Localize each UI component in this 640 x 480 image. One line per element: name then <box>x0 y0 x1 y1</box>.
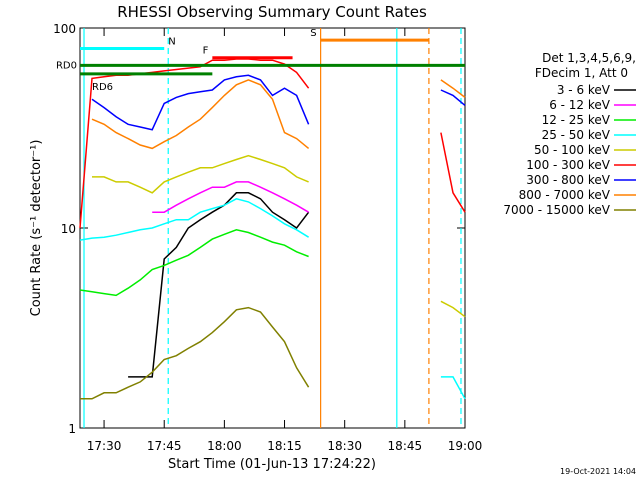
legend-label: 800 - 7000 keV <box>519 188 611 202</box>
series-line <box>440 300 466 318</box>
legend-label: 3 - 6 keV <box>557 83 611 97</box>
x-axis-label: Start Time (01-Jun-13 17:24:22) <box>168 457 376 472</box>
y-axis-label: Count Rate (s⁻¹ detector⁻¹) <box>29 140 44 317</box>
series-line <box>440 79 466 98</box>
x-tick-label: 17:45 <box>147 439 182 453</box>
x-tick-label: 19:00 <box>448 439 483 453</box>
flag-label: N <box>168 36 175 47</box>
flag-label: S <box>310 28 316 39</box>
series-line <box>91 79 310 150</box>
series-line <box>91 74 310 131</box>
x-tick-label: 18:00 <box>207 439 242 453</box>
series-line <box>128 192 310 378</box>
legend-label: 100 - 300 keV <box>526 158 610 172</box>
series-line <box>79 198 309 241</box>
legend-label: 12 - 25 keV <box>542 113 611 127</box>
series-line <box>80 306 310 400</box>
flag-label: RD6 <box>92 82 113 93</box>
legend-header: Det 1,3,4,5,6,9, <box>542 51 636 65</box>
footer: 19-Oct-2021 14:04 <box>560 467 636 476</box>
series-line <box>440 89 466 106</box>
series-line <box>152 181 309 213</box>
series-line <box>79 229 309 297</box>
legend-label: 50 - 100 keV <box>534 143 611 157</box>
x-tick-label: 18:30 <box>327 439 362 453</box>
series-line <box>440 376 466 400</box>
legend-label: 6 - 12 keV <box>549 98 611 112</box>
series-line <box>440 132 466 213</box>
x-tick-label: 18:15 <box>267 439 302 453</box>
legend-label: 25 - 50 keV <box>542 128 611 142</box>
series-line <box>92 154 309 194</box>
x-tick-label: 18:45 <box>388 439 423 453</box>
y-tick-label: 100 <box>53 22 76 36</box>
x-tick-label: 17:30 <box>87 439 122 453</box>
legend-label: 7000 - 15000 keV <box>503 203 610 217</box>
y-tick-label: 1 <box>68 422 76 436</box>
flag-label: F <box>203 46 209 57</box>
y-tick-label: 10 <box>61 222 76 236</box>
legend-header: FDecim 1, Att 0 <box>535 66 628 80</box>
chart-title: RHESSI Observing Summary Count Rates <box>117 3 427 21</box>
flag-label: RD0 <box>56 60 77 71</box>
legend-label: 300 - 800 keV <box>526 173 610 187</box>
